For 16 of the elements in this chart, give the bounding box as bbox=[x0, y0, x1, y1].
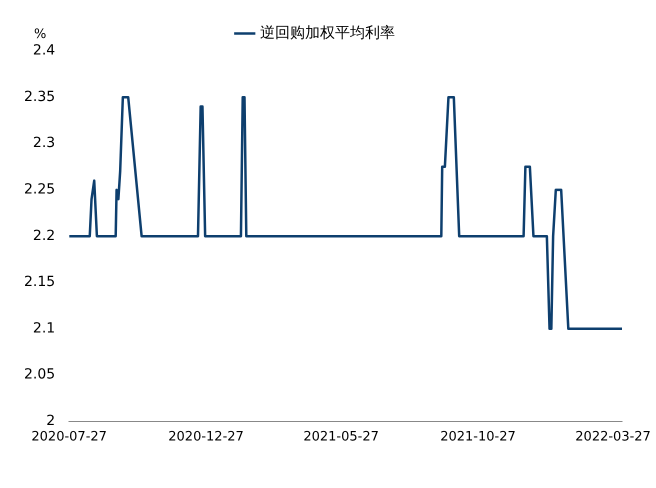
y-tick-label: 2.35 bbox=[24, 88, 56, 105]
x-tick-label: 2022-03-27 bbox=[575, 430, 651, 445]
y-tick-label: 2 bbox=[46, 413, 56, 430]
y-axis-title: % bbox=[34, 26, 46, 42]
x-tick-label: 2021-05-27 bbox=[303, 430, 379, 445]
x-tick-label: 2020-07-27 bbox=[31, 430, 107, 445]
y-tick-label: 2.15 bbox=[24, 274, 56, 290]
legend-label: 逆回购加权平均利率 bbox=[260, 23, 395, 42]
y-tick-label: 2.4 bbox=[32, 42, 56, 59]
x-tick-label: 2021-10-27 bbox=[440, 430, 516, 445]
y-tick-label: 2.25 bbox=[24, 182, 56, 198]
y-tick-label: 2.1 bbox=[32, 320, 56, 336]
y-tick-label: 2.3 bbox=[32, 135, 56, 152]
y-tick-label: 2.2 bbox=[32, 228, 56, 244]
x-tick-label: 2020-12-27 bbox=[168, 430, 244, 445]
y-tick-label: 2.05 bbox=[24, 366, 56, 383]
